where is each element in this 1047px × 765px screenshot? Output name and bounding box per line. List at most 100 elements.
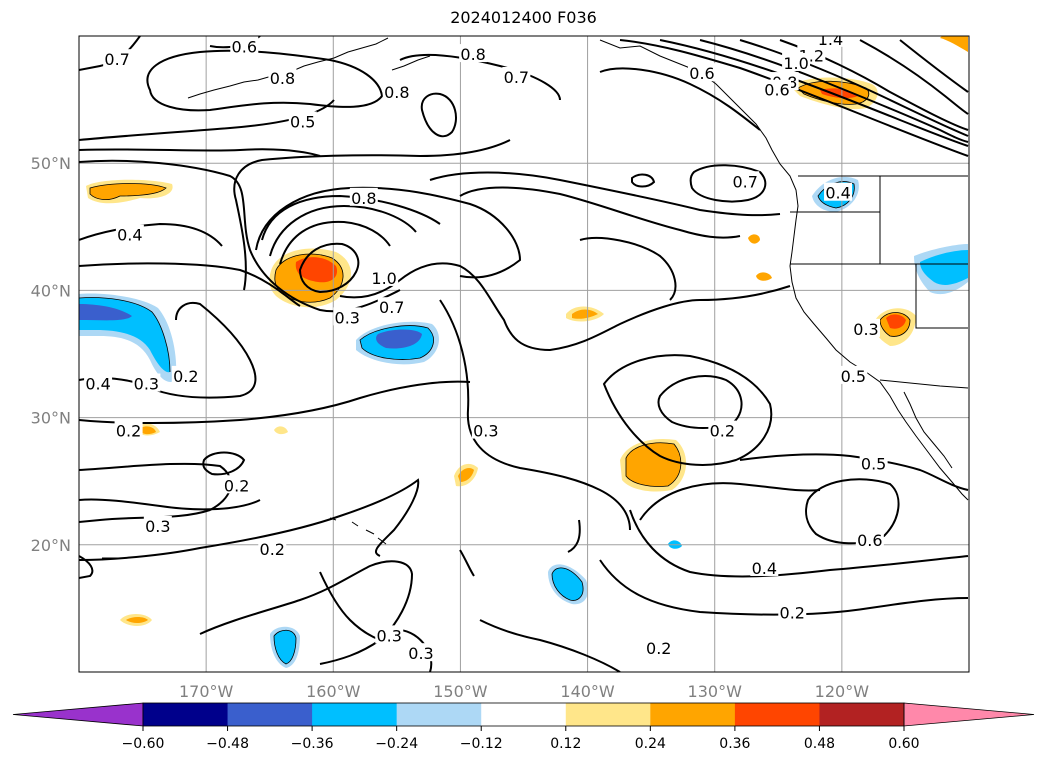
contour-0.8-low xyxy=(261,194,441,241)
colorbar-segment xyxy=(143,703,229,726)
coast-north-america xyxy=(599,39,969,501)
contour-label: 0.3 xyxy=(145,517,170,536)
contour-0.3-s2 xyxy=(319,571,381,641)
contour-0.6-e xyxy=(805,478,900,545)
contour-small-3 xyxy=(459,549,475,577)
contour-label-bg xyxy=(84,373,113,392)
contour-0.2-s4 xyxy=(479,619,621,672)
contour-label: 0.4 xyxy=(825,184,850,203)
colorbar-tick-label: 0.36 xyxy=(719,736,750,752)
contour-label: 0.3 xyxy=(853,320,878,339)
contour-label-bg xyxy=(370,267,399,286)
plot-title: 2024012400 F036 xyxy=(450,8,597,27)
contour-label-bg xyxy=(502,66,531,85)
contour-label-bg xyxy=(230,36,259,55)
shade-orange-small2 xyxy=(756,272,772,281)
shade-red-low xyxy=(295,257,338,283)
colorbar-segment xyxy=(734,703,820,726)
colorbar-segment xyxy=(819,703,905,726)
contour-label-bg xyxy=(115,224,144,243)
contours xyxy=(79,36,969,672)
contour-label: 0.7 xyxy=(104,50,129,69)
colorbar-tick-label: −0.60 xyxy=(122,736,165,752)
contour-0.6-low xyxy=(233,139,511,291)
contour-0.3-mid xyxy=(439,299,631,531)
lon-label: 120°W xyxy=(815,682,870,701)
contour-label-bg xyxy=(816,36,845,47)
contour-label-bg xyxy=(258,538,287,557)
colorbar-frame xyxy=(142,702,905,727)
contour-label: 0.3 xyxy=(335,308,360,327)
contour-label: 0.2 xyxy=(646,639,671,658)
border-states-3 xyxy=(915,264,968,329)
colorbar-tick-label: 0.48 xyxy=(804,736,835,752)
colorbar-segment xyxy=(565,703,651,726)
contour-ne-top xyxy=(859,39,969,115)
colorbar-segment xyxy=(650,703,736,726)
contour-label: 0.7 xyxy=(733,172,758,191)
shade-yellow-small4 xyxy=(274,426,288,435)
contour-0.4-w xyxy=(79,222,223,247)
contour-label: 0.5 xyxy=(841,367,866,386)
contour-0.3-w xyxy=(79,262,301,307)
contour-label: 0.4 xyxy=(117,226,142,245)
contour-label: 0.6 xyxy=(232,37,257,56)
shade-orange-small5 xyxy=(458,468,474,482)
colorbar-tick-label: −0.36 xyxy=(291,736,334,752)
contour-label-bg xyxy=(859,453,888,472)
contour-label-bg xyxy=(375,625,404,644)
colorbar-tick-label: −0.48 xyxy=(206,736,249,752)
contour-label-bg xyxy=(839,365,868,384)
contour-0.6-ne xyxy=(599,67,761,131)
lat-labels: 50°N 40°N 30°N 20°N xyxy=(31,154,71,555)
shade-orange-140 xyxy=(572,309,598,319)
contour-label: 0.5 xyxy=(861,455,886,474)
contour-label-bg xyxy=(349,187,378,206)
contour-small-5 xyxy=(79,555,94,579)
contour-0.2-small xyxy=(202,451,246,476)
shade-orange-small1 xyxy=(748,234,760,244)
contour-label: 0.2 xyxy=(173,367,198,386)
contour-label-bg xyxy=(778,602,807,621)
contour-label: 0.2 xyxy=(224,476,249,495)
contour-label-bg xyxy=(222,475,251,494)
contour-label: 0.3 xyxy=(473,422,498,441)
shade-darkblue-c xyxy=(376,329,422,349)
contour-0.3-135w xyxy=(602,354,773,466)
contour-label: 0.3 xyxy=(134,375,159,394)
contour-label-bg xyxy=(268,68,297,87)
colorbar-segment xyxy=(312,703,398,726)
colorbar: −0.60 −0.48 −0.36 −0.24 −0.12 0.12 0.24 0.36 0.4… xyxy=(12,702,1035,752)
contour-label-bg xyxy=(407,643,436,662)
contour-0.6-mid2 xyxy=(459,186,741,239)
contour-label-bg xyxy=(763,79,792,98)
contour-label-bg xyxy=(103,49,132,68)
shade-blue-small8 xyxy=(552,567,584,601)
contour-0.2-wmid xyxy=(79,380,471,424)
lat-label: 40°N xyxy=(31,281,71,300)
contour-0.6-mid xyxy=(429,171,781,217)
contour-label-bg xyxy=(688,63,716,82)
shade-orange-corner xyxy=(940,36,968,52)
contour-label: 0.8 xyxy=(460,45,485,64)
contour-label: 0.8 xyxy=(270,69,295,88)
contour-label: 0.7 xyxy=(379,298,404,317)
contour-label: 0.4 xyxy=(85,375,110,394)
contour-label-bg xyxy=(708,420,737,439)
contour-label-bg xyxy=(132,373,161,392)
contour-label-bg xyxy=(852,318,881,337)
contour-label-bg xyxy=(333,307,362,326)
contour-label: 1.0 xyxy=(371,269,396,288)
contour-label-bg xyxy=(288,111,317,130)
contour-label-bg xyxy=(855,529,884,548)
colorbar-segment xyxy=(396,703,482,726)
contour-labels: 0.70.60.80.80.80.70.60.51.41.21.00.80.60… xyxy=(84,36,888,663)
gridlines xyxy=(79,36,969,672)
lon-label: 150°W xyxy=(433,682,488,701)
lon-label: 140°W xyxy=(560,682,615,701)
border-mexico xyxy=(879,379,969,389)
contour-0.7-bc xyxy=(689,164,767,203)
coast-baja-inner xyxy=(903,391,953,469)
shade-orange-135 xyxy=(626,442,681,487)
